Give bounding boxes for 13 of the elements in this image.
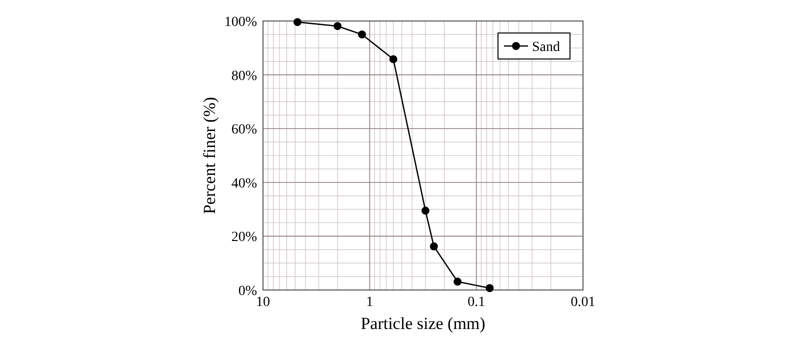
y-axis-title: Percent finer (%) [200,96,219,214]
x-tick-label: 10 [256,295,270,310]
y-tick-label: 20% [231,230,258,246]
legend-label: Sand [532,40,560,55]
y-tick-label: 0% [238,284,258,299]
y-tick-label: 100% [224,15,258,30]
x-tick-label: 0.1 [468,295,486,310]
y-tick-label: 40% [231,176,258,192]
x-tick-label: 1 [366,295,374,310]
y-tick-label: 60% [231,122,258,138]
x-tick-label: 0.01 [570,295,596,310]
y-tick-label: 80% [231,68,258,84]
x-axis-title: Particle size (mm) [360,314,486,333]
